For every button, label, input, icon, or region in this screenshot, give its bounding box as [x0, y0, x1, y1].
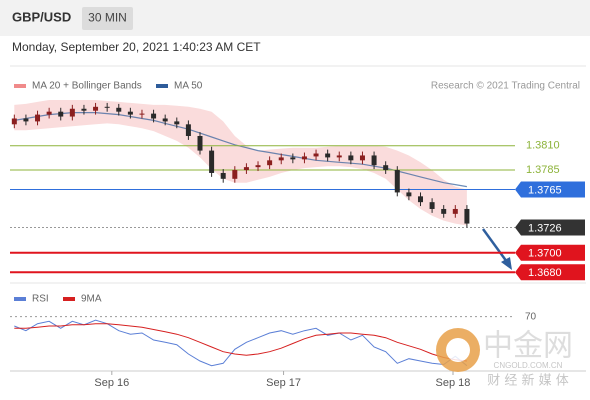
candle-body	[336, 155, 342, 158]
arrow-head	[501, 257, 512, 270]
y-tick-label: 70	[525, 311, 537, 322]
candle-body	[452, 208, 458, 214]
candle-body	[93, 106, 99, 111]
candle-body	[139, 113, 145, 115]
candle-body	[255, 165, 261, 168]
candle-body	[301, 156, 307, 160]
legend-swatch	[156, 84, 168, 88]
level-label: 1.3726	[528, 222, 562, 234]
candle-body	[267, 160, 273, 166]
candle-body	[81, 108, 87, 111]
candle-body	[348, 155, 354, 161]
candle-body	[232, 170, 238, 179]
timeframe-button[interactable]	[82, 7, 133, 30]
candle-body	[185, 124, 191, 136]
level-box	[515, 181, 585, 198]
legend-swatch	[63, 297, 75, 301]
candle-body	[417, 196, 423, 203]
level-label: 1.3785	[526, 164, 560, 176]
candle-body	[197, 136, 203, 151]
legend-swatch	[14, 297, 26, 301]
candle-body	[464, 208, 470, 224]
candle-body	[429, 202, 435, 209]
candle-body	[104, 106, 110, 108]
candle-body	[406, 192, 412, 197]
forecast-arrow	[481, 228, 509, 263]
candle-body	[371, 155, 377, 166]
source: Research © 2021 Trading Central	[431, 81, 580, 92]
level-label: 1.3765	[528, 184, 562, 196]
level-box	[515, 264, 585, 281]
x-tick-label: Sep 16	[94, 377, 129, 389]
candle-body	[243, 167, 249, 171]
legend-label: MA 50	[174, 81, 203, 92]
legend-swatch	[14, 84, 26, 88]
candle-body	[394, 170, 400, 193]
legend-label: MA 20 + Bollinger Bands	[32, 81, 142, 92]
candle-body	[11, 118, 17, 125]
level-label: 1.3700	[528, 248, 562, 260]
level-box	[515, 219, 585, 236]
candle-body	[220, 172, 226, 179]
level-label: 1.3810	[526, 140, 560, 152]
candle-body	[23, 118, 29, 122]
candle-body	[209, 150, 215, 173]
candle-body	[116, 107, 122, 112]
series-line	[14, 323, 467, 362]
level-box	[515, 244, 585, 261]
watermark-name: 中金网	[483, 329, 573, 364]
timeframe[interactable]: 30 MIN	[88, 11, 127, 25]
watermark: 中金网 CNGOLD.COM.CN 财 经 新 媒 体	[436, 328, 573, 389]
candle-body	[151, 113, 157, 119]
candle-body	[58, 111, 64, 117]
candle-body	[313, 153, 319, 157]
candle-body	[290, 157, 296, 160]
candle-body	[127, 111, 133, 115]
level-label: 1.3680	[528, 267, 562, 279]
bollinger-band	[14, 100, 467, 226]
candle-body	[383, 165, 389, 171]
watermark-tagline: 财 经 新 媒 体	[487, 373, 569, 389]
watermark-site: CNGOLD.COM.CN	[494, 361, 563, 370]
series-line	[14, 319, 468, 367]
ma-line	[14, 112, 468, 188]
candle-body	[359, 155, 365, 161]
candle-body	[174, 121, 180, 125]
candle-body	[35, 114, 41, 122]
candle-body	[162, 118, 168, 122]
candle-body	[441, 208, 447, 214]
watermark-logo	[446, 338, 470, 362]
datetime: Monday, September 20, 2021 1:40:23 AM CE…	[12, 40, 261, 54]
legend-label: RSI	[32, 294, 49, 305]
legend-label: 9MA	[81, 294, 102, 305]
symbol: GBP/USD	[12, 9, 71, 24]
x-tick-label: Sep 17	[266, 377, 301, 389]
candle-body	[278, 157, 284, 161]
candle-body	[46, 111, 52, 115]
candle-body	[325, 153, 331, 158]
candle-body	[69, 108, 75, 117]
x-tick-label: Sep 18	[436, 377, 471, 389]
